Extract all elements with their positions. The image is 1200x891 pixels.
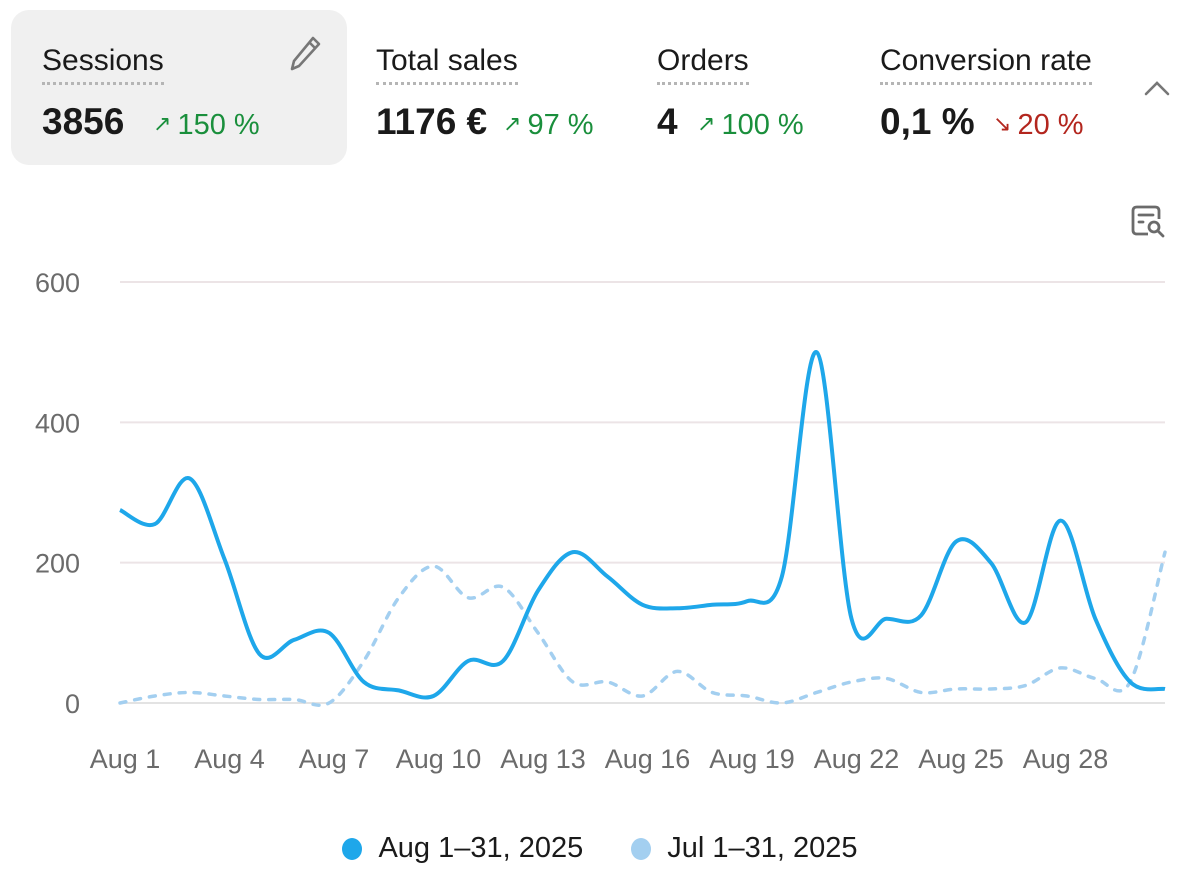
x-tick-label: Aug 22	[814, 744, 900, 774]
metric-card-sessions[interactable]: Sessions 3856 ↗ 150 %	[11, 10, 347, 165]
y-tick-label: 200	[35, 549, 80, 579]
metric-value: 0,1 %	[880, 101, 975, 142]
metric-value: 3856	[42, 101, 125, 142]
report-search-icon[interactable]	[1128, 202, 1168, 247]
x-tick-label: Aug 25	[918, 744, 1004, 774]
x-tick-label: Aug 7	[299, 744, 370, 774]
series-line-current	[119, 350, 1166, 700]
legend-item-previous[interactable]: Jul 1–31, 2025	[631, 832, 858, 865]
arrow-up-icon: ↗	[153, 111, 172, 136]
x-tick-label: Aug 28	[1023, 744, 1109, 774]
x-tick-label: Aug 16	[605, 744, 691, 774]
y-tick-label: 0	[65, 689, 80, 719]
chart-legend: Aug 1–31, 2025 Jul 1–31, 2025	[0, 832, 1200, 865]
chevron-up-icon[interactable]	[1142, 76, 1172, 105]
x-tick-label: Aug 10	[396, 744, 482, 774]
pencil-icon[interactable]	[287, 34, 323, 79]
arrow-up-icon: ↗	[503, 111, 522, 136]
legend-dot-previous	[631, 837, 652, 860]
metric-delta: ↗ 97 %	[503, 109, 594, 141]
metric-label: Total sales	[376, 44, 518, 85]
arrow-up-icon: ↗	[697, 111, 716, 136]
metric-value: 1176 €	[376, 101, 488, 142]
x-tick-label: Aug 1	[90, 744, 161, 774]
legend-item-current[interactable]: Aug 1–31, 2025	[342, 832, 583, 865]
y-tick-label: 400	[35, 408, 80, 438]
x-tick-label: Aug 13	[500, 744, 586, 774]
metric-delta: ↘ 20 %	[993, 109, 1084, 141]
metric-card-orders[interactable]: Orders 4 ↗ 100 %	[617, 10, 857, 165]
metric-label: Orders	[657, 44, 749, 85]
series-line-previous	[118, 550, 1167, 707]
x-tick-label: Aug 4	[194, 744, 265, 774]
sessions-line-chart: 0 200 400 600 Aug 1 Aug 4 Aug 7 Aug 10 Aug 13 Au…	[35, 268, 1167, 774]
metric-card-total-sales[interactable]: Total sales 1176 € ↗ 97 %	[347, 10, 617, 165]
legend-dot-current	[342, 837, 363, 860]
metric-value: 4	[657, 101, 678, 142]
x-tick-label: Aug 19	[709, 744, 795, 774]
y-tick-label: 600	[35, 268, 80, 298]
metric-label: Conversion rate	[880, 44, 1092, 85]
metric-label: Sessions	[42, 44, 164, 85]
metric-card-conversion-rate[interactable]: Conversion rate 0,1 % ↘ 20 %	[857, 10, 1137, 165]
metric-delta: ↗ 150 %	[153, 109, 260, 141]
arrow-down-icon: ↘	[993, 111, 1012, 136]
metric-delta: ↗ 100 %	[697, 109, 804, 141]
